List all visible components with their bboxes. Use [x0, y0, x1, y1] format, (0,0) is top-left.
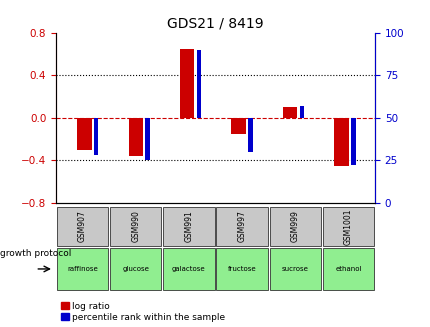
Text: GSM991: GSM991 [184, 211, 193, 242]
Text: GSM1001: GSM1001 [343, 208, 352, 245]
Bar [110, 248, 161, 290]
Legend: log ratio, percentile rank within the sample: log ratio, percentile rank within the sa… [60, 301, 226, 322]
Bar [57, 248, 108, 290]
Bar [128, 118, 143, 156]
Bar [269, 207, 320, 246]
Text: raffinose: raffinose [67, 266, 98, 272]
Bar [282, 107, 297, 118]
Text: GSM997: GSM997 [237, 211, 246, 242]
Title: GDS21 / 8419: GDS21 / 8419 [167, 16, 263, 30]
Bar [163, 207, 214, 246]
Bar [196, 50, 201, 118]
Bar [180, 49, 194, 118]
Text: GSM999: GSM999 [290, 211, 299, 242]
Text: glucose: glucose [122, 266, 149, 272]
Bar [94, 118, 98, 155]
Bar [334, 118, 348, 165]
Bar [216, 207, 267, 246]
Bar [110, 207, 161, 246]
Bar [269, 248, 320, 290]
Bar [145, 118, 150, 160]
Text: GSM990: GSM990 [131, 211, 140, 242]
Bar [163, 248, 214, 290]
Bar [322, 207, 373, 246]
Text: galactose: galactose [172, 266, 205, 272]
Text: sucrose: sucrose [281, 266, 308, 272]
Bar [216, 248, 267, 290]
Text: fructose: fructose [227, 266, 256, 272]
Text: ethanol: ethanol [335, 266, 361, 272]
Bar [231, 118, 245, 134]
Bar [322, 248, 373, 290]
Bar [57, 207, 108, 246]
Text: GSM907: GSM907 [78, 211, 87, 242]
Bar [299, 106, 304, 118]
Bar [248, 118, 252, 152]
Text: growth protocol: growth protocol [0, 249, 72, 258]
Bar [350, 118, 355, 165]
Bar [77, 118, 91, 149]
